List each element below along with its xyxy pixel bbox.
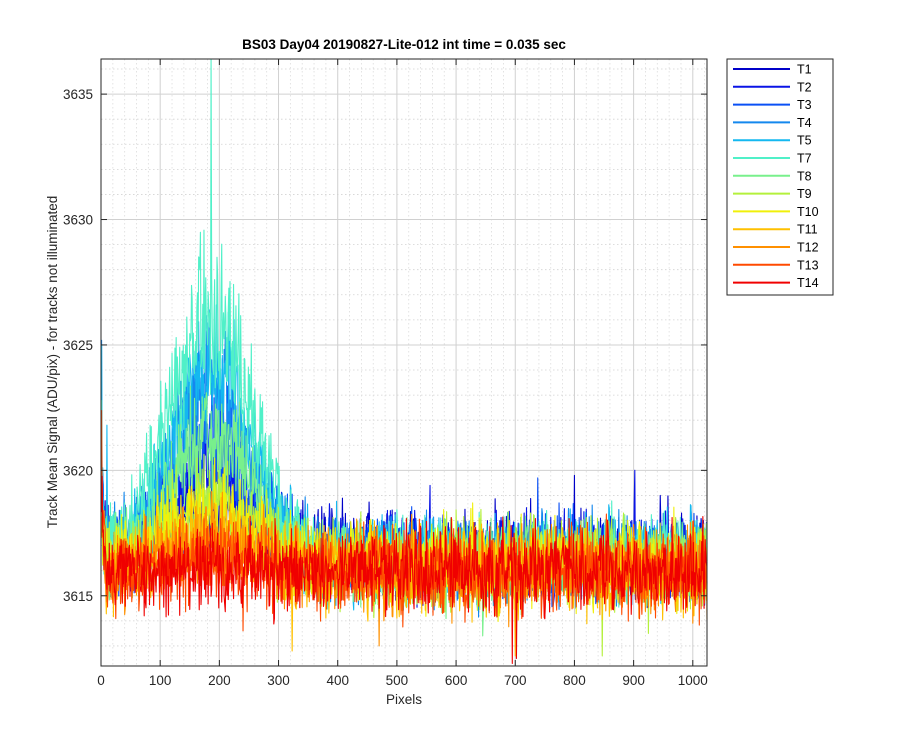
legend-label: T8 [797, 169, 812, 183]
x-tick-label: 500 [386, 673, 409, 688]
y-tick-label: 3620 [63, 463, 93, 478]
tick-layer: 0 100 200 300 400 500 600 700 800 900 1000 3615 3620… [63, 59, 708, 688]
legend-label: T1 [797, 63, 812, 77]
chart-title: BS03 Day04 20190827-Lite-012 int time = … [242, 37, 566, 52]
legend-entry-t5[interactable]: T5 [733, 134, 812, 148]
x-tick-label: 300 [267, 673, 290, 688]
legend-entry-t12[interactable]: T12 [733, 241, 819, 255]
legend-label: T3 [797, 98, 812, 112]
x-tick-label: 200 [208, 673, 231, 688]
legend-label: T4 [797, 116, 812, 130]
x-tick-label: 100 [149, 673, 172, 688]
x-tick-label: 600 [445, 673, 468, 688]
x-tick-label: 1000 [678, 673, 708, 688]
axes-box [100, 58, 708, 667]
legend-entry-t7[interactable]: T7 [733, 152, 812, 166]
legend-entry-t4[interactable]: T4 [733, 116, 812, 130]
x-tick-label: 0 [97, 673, 105, 688]
plot-area[interactable]: 0 100 200 300 400 500 600 700 800 900 1000 3615 3620… [63, 58, 708, 688]
legend-label: T11 [797, 223, 818, 237]
legend-label: T2 [797, 80, 812, 94]
legend-entry-t14[interactable]: T14 [733, 276, 819, 290]
y-tick-label: 3625 [63, 338, 93, 353]
legend-entry-t8[interactable]: T8 [733, 169, 812, 183]
x-tick-label: 400 [326, 673, 349, 688]
legend-label: T7 [797, 152, 812, 166]
legend-entry-t10[interactable]: T10 [733, 205, 819, 219]
legend-entry-t3[interactable]: T3 [733, 98, 812, 112]
legend-entry-t9[interactable]: T9 [733, 187, 812, 201]
legend-label: T12 [797, 241, 819, 255]
legend-items: T1 T2 T3 T4 T5 T7 T8 T9 T10 T11 T12 T13 T14 [733, 63, 819, 290]
grid-layer [100, 59, 707, 666]
series-line-t14 [101, 475, 708, 665]
legend-label: T5 [797, 134, 812, 148]
y-axis-label: Track Mean Signal (ADU/pix) - for tracks… [45, 196, 60, 529]
legend-box [726, 58, 834, 296]
x-tick-label: 800 [563, 673, 586, 688]
legend-entry-t13[interactable]: T13 [733, 258, 819, 272]
legend-entry-t2[interactable]: T2 [733, 80, 812, 94]
y-tick-label: 3630 [63, 213, 93, 228]
legend-entry-t11[interactable]: T11 [733, 223, 818, 237]
y-tick-label: 3635 [63, 87, 93, 102]
x-axis-label: Pixels [386, 692, 422, 707]
legend[interactable]: T1 T2 T3 T4 T5 T7 T8 T9 T10 T11 T12 T13 T14 [726, 58, 834, 296]
x-tick-label: 700 [504, 673, 527, 688]
y-tick-label: 3615 [63, 589, 93, 604]
legend-entry-t1[interactable]: T1 [733, 63, 812, 77]
legend-label: T9 [797, 187, 812, 201]
x-tick-label: 900 [622, 673, 645, 688]
legend-label: T10 [797, 205, 819, 219]
series-layer [101, 58, 708, 665]
legend-label: T14 [797, 276, 819, 290]
legend-label: T13 [797, 258, 819, 272]
